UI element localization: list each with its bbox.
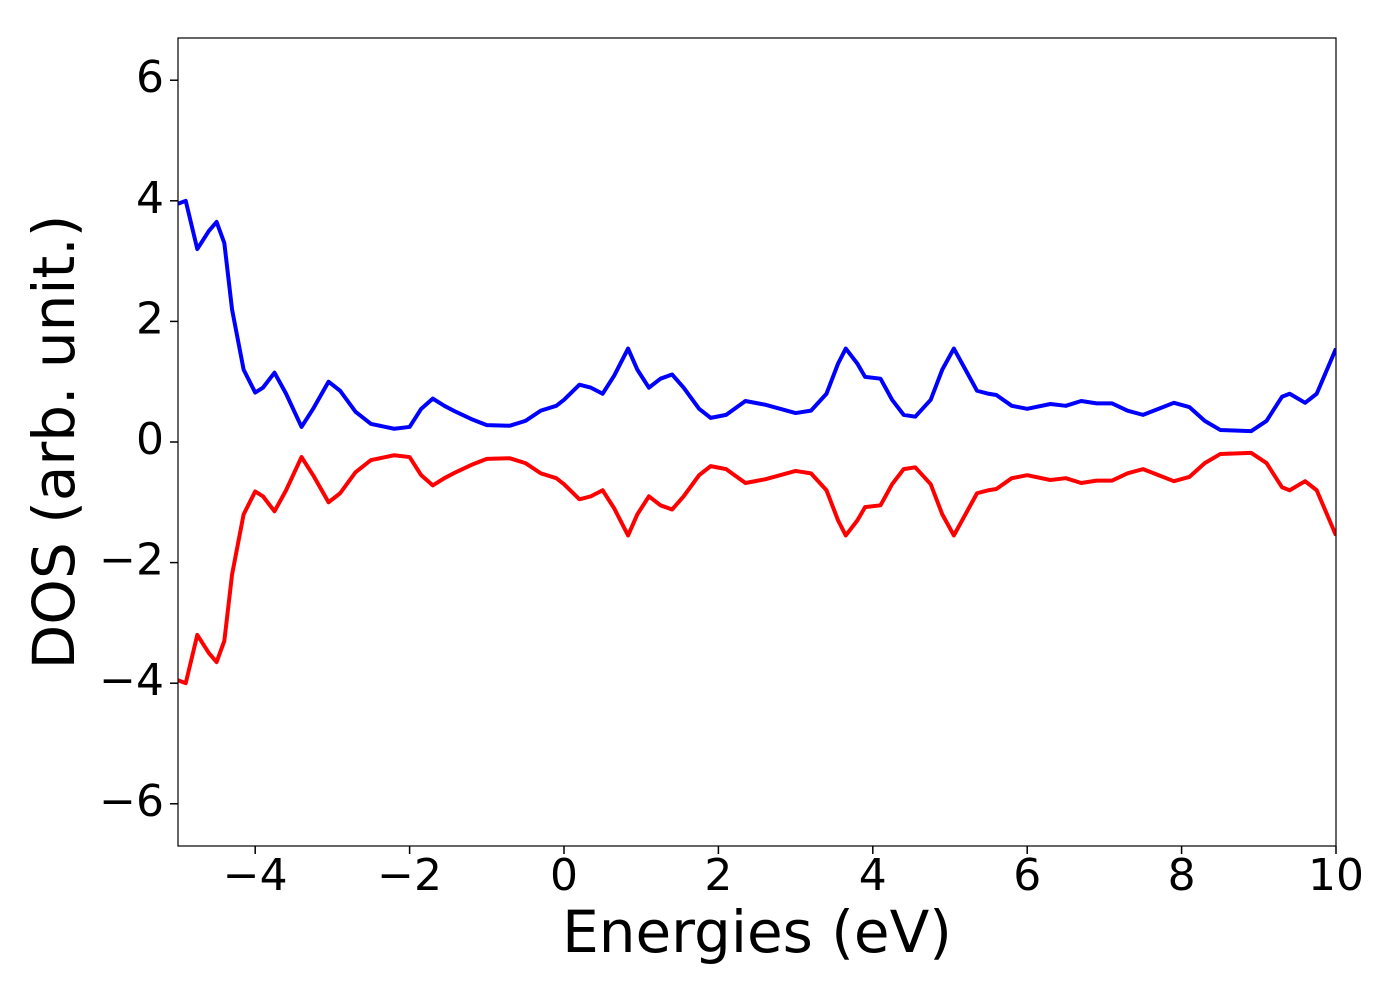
x-tick-label: 8 — [1168, 850, 1196, 901]
x-axis-label: Energies (eV) — [562, 898, 952, 966]
x-tick-label: 6 — [1013, 850, 1041, 901]
plot-frame — [177, 37, 1337, 847]
y-tick-label: 6 — [136, 52, 164, 103]
series-line — [178, 450, 1336, 686]
series-line — [178, 198, 1336, 434]
y-tick-label: −6 — [99, 776, 164, 827]
x-tick-label: 0 — [550, 850, 578, 901]
x-tick-label: 2 — [704, 850, 732, 901]
y-tick-label: −2 — [99, 535, 164, 586]
y-tick-label: 4 — [136, 173, 164, 224]
y-tick-label: 0 — [136, 414, 164, 465]
x-tick-label: 4 — [859, 850, 887, 901]
x-tick-label: 10 — [1308, 850, 1364, 901]
y-tick-label: −4 — [99, 655, 164, 706]
x-tick-label: −4 — [223, 850, 288, 901]
y-tick-label: 2 — [136, 293, 164, 344]
x-tick-label: −2 — [377, 850, 442, 901]
y-axis-label: DOS (arb. unit.) — [20, 215, 88, 670]
